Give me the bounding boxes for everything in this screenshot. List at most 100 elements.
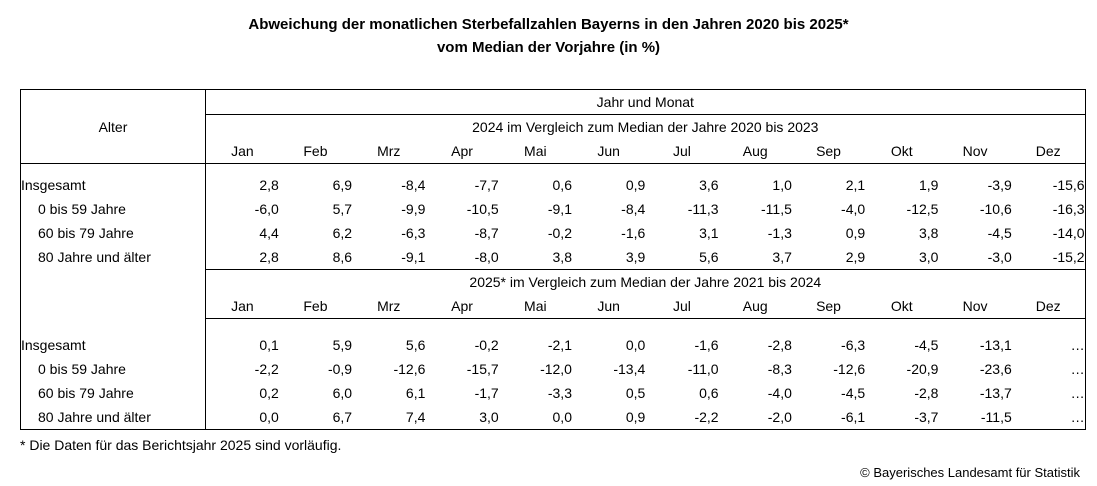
value-cell: -9,9 <box>401 201 426 217</box>
month-header-mai: Mai <box>498 294 572 319</box>
month-header-jan: Jan <box>205 139 279 164</box>
section-header-row: 2025* im Vergleich zum Median der Jahre … <box>20 269 1086 319</box>
value-cell: -4,5 <box>987 225 1012 241</box>
value-cell: 0,6 <box>699 385 719 401</box>
value-cell: -6,0 <box>254 201 279 217</box>
section-header-row: 2024 im Vergleich zum Median der Jahre 2… <box>21 115 1086 140</box>
table-row: 0 bis 59 Jahre -2,2 -0,9 -12,6 -15,7 -12,0 -13… <box>20 357 1086 381</box>
month-header-nov: Nov <box>938 294 1012 319</box>
jahr-und-monat-header: Jahr und Monat <box>205 89 1086 115</box>
value-cell: -10,5 <box>466 201 499 217</box>
value-cell: -11,5 <box>980 409 1012 425</box>
value-cell: 0,5 <box>625 385 646 401</box>
value-cell: -1,6 <box>621 225 646 241</box>
value-cell: -12,5 <box>906 201 939 217</box>
value-cell: -4,5 <box>841 385 866 401</box>
value-cell: 3,6 <box>699 177 719 193</box>
value-cell: -3,0 <box>938 245 1012 270</box>
value-cell: -16,3 <box>1052 201 1085 217</box>
table-row: Insgesamt 0,1 5,9 5,6 -0,2 -2,1 0,0 -1,6 -2,8 -6,… <box>20 318 1086 357</box>
value-cell: -2,8 <box>767 337 792 353</box>
value-cell: 0,6 <box>552 177 572 193</box>
month-header-dez: Dez <box>1011 294 1086 319</box>
value-cell: 0,0 <box>259 409 279 425</box>
month-header-mai: Mai <box>498 139 572 164</box>
value-cell: -3,7 <box>914 409 939 425</box>
month-header-okt: Okt <box>865 139 939 164</box>
value-cell: -13,4 <box>613 361 646 377</box>
value-cell: -3,9 <box>987 177 1012 193</box>
title-line-2: vom Median der Vorjahre (in %) <box>436 39 661 56</box>
month-header-row: Jan Feb Mrz Apr Mai Jun Jul Aug Sep Okt Nov Dez <box>21 139 1086 164</box>
value-cell: 3,9 <box>571 245 646 270</box>
month-header-jun: Jun <box>571 139 646 164</box>
value-cell: -4,0 <box>841 201 866 217</box>
corner-header-alter: Alter <box>20 89 206 164</box>
table-row: 60 bis 79 Jahre 4,4 6,2 -6,3 -8,7 -0,2 -1,6 3,1… <box>20 221 1086 245</box>
value-cell: … <box>1070 409 1085 425</box>
month-header-sep: Sep <box>791 294 866 319</box>
value-cell: 2,8 <box>259 177 279 193</box>
month-header-okt: Okt <box>865 294 939 319</box>
value-cell: 3,8 <box>498 245 572 270</box>
table-row: 80 Jahre und älter 2,8 8,6 -9,1 -8,0 3,8 3,9 5,… <box>20 245 1086 270</box>
value-cell: 3,0 <box>865 245 939 270</box>
month-header-jul: Jul <box>645 139 719 164</box>
value-cell: -13,1 <box>979 337 1012 353</box>
value-cell: 3,7 <box>718 245 792 270</box>
row-label: Insgesamt <box>20 163 206 197</box>
value-cell: 1,9 <box>919 177 939 193</box>
table-row: 0 bis 59 Jahre -6,0 5,7 -9,9 -10,5 -9,1 -8,4 -1… <box>20 197 1086 221</box>
table-row: Insgesamt 2,8 6,9 -8,4 -7,7 0,6 0,9 3,6 1,0 2,1 1,… <box>20 163 1086 197</box>
page-title: Abweichung der monatlichen Sterbefallzah… <box>0 13 1097 59</box>
row-label: Insgesamt <box>20 318 206 357</box>
section-header-1: 2025* im Vergleich zum Median der Jahre … <box>469 274 822 290</box>
month-header-feb: Feb <box>278 139 353 164</box>
value-cell: -0,2 <box>547 225 572 241</box>
value-cell: 2,1 <box>845 177 866 193</box>
value-cell: 3,0 <box>479 409 499 425</box>
value-cell: 4,4 <box>259 225 279 241</box>
value-cell: 0,9 <box>625 409 646 425</box>
value-cell: -8,7 <box>474 225 499 241</box>
value-cell: -2,1 <box>547 337 572 353</box>
value-cell: -0,9 <box>327 361 353 377</box>
value-cell: 6,9 <box>332 177 353 193</box>
table-row: 60 bis 79 Jahre 0,2 6,0 6,1 -1,7 -3,3 0,5 0,6 -4… <box>20 381 1086 405</box>
value-cell: -20,9 <box>906 361 939 377</box>
month-header-sep: Sep <box>791 139 866 164</box>
value-cell: -8,0 <box>425 245 499 270</box>
row-label: 0 bis 59 Jahre <box>20 197 206 221</box>
mortality-deviation-table: Alter Jahr und Monat 2024 im Vergleich zum… <box>20 89 1086 430</box>
value-cell: -10,6 <box>979 201 1012 217</box>
value-cell: -8,3 <box>767 361 792 377</box>
value-cell: -12,6 <box>833 361 866 377</box>
month-header-aug: Aug <box>718 139 792 164</box>
value-cell: -0,2 <box>474 337 499 353</box>
section-header-0: 2024 im Vergleich zum Median der Jahre 2… <box>472 119 819 135</box>
value-cell: 3,1 <box>699 225 719 241</box>
value-cell: 6,0 <box>332 385 353 401</box>
value-cell: 5,9 <box>332 337 353 353</box>
row-label: 0 bis 59 Jahre <box>20 357 206 381</box>
value-cell: 6,7 <box>332 409 353 425</box>
value-cell: -7,7 <box>474 177 499 193</box>
value-cell: -2,2 <box>254 361 279 377</box>
table-row: 80 Jahre und älter 0,0 6,7 7,4 3,0 0,0 0,9 -2,2… <box>20 405 1086 430</box>
month-header-apr: Apr <box>425 294 499 319</box>
value-cell: 6,2 <box>332 225 353 241</box>
value-cell: 1,0 <box>772 177 792 193</box>
value-cell: -6,3 <box>841 337 866 353</box>
month-header-row: Jan Feb Mrz Apr Mai Jun Jul Aug Sep Okt Nov Dez <box>21 294 1086 319</box>
value-cell: 2,8 <box>205 245 279 270</box>
value-cell: … <box>1070 361 1085 377</box>
row-label: 80 Jahre und älter <box>20 245 206 270</box>
month-header-jun: Jun <box>571 294 646 319</box>
value-cell: -12,6 <box>393 361 426 377</box>
value-cell: … <box>1070 337 1085 353</box>
value-cell: -8,4 <box>401 177 426 193</box>
value-cell: 7,4 <box>405 409 426 425</box>
value-cell: 5,6 <box>405 337 426 353</box>
footnote: * Die Daten für das Berichtsjahr 2025 si… <box>20 437 342 453</box>
value-cell: -2,8 <box>914 385 939 401</box>
